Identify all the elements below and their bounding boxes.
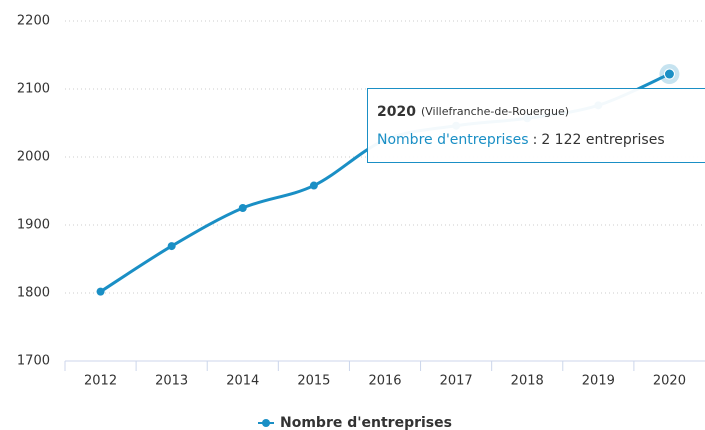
x-tick-label: 2019: [582, 374, 615, 389]
data-point: [167, 242, 176, 251]
y-tick-label: 1700: [17, 354, 50, 369]
tooltip-category: 2020: [377, 104, 416, 120]
x-tick-label: 2018: [511, 374, 544, 389]
y-tick-label: 1900: [17, 218, 50, 233]
y-tick-label: 2100: [17, 82, 50, 97]
legend-marker: [262, 419, 270, 427]
tooltip-value: 2 122 entreprises: [541, 132, 664, 148]
x-tick-label: 2012: [84, 374, 117, 389]
tooltip-body: Nombre d'entreprises:2 122 entreprises: [377, 132, 665, 148]
y-tick-label: 2200: [17, 14, 50, 29]
legend-label: Nombre d'entreprises: [280, 415, 452, 430]
y-tick-label: 2000: [17, 150, 50, 165]
x-tick-label: 2016: [368, 374, 401, 389]
x-tick-label: 2020: [653, 374, 686, 389]
x-tick-label: 2014: [226, 374, 259, 389]
tooltip-box: [367, 88, 705, 163]
tooltip-separator: :: [533, 132, 538, 148]
legend: Nombre d'entreprises: [258, 415, 452, 430]
tooltip-series: Nombre d'entreprises: [377, 132, 529, 148]
data-point: [238, 204, 247, 212]
x-tick-label: 2015: [297, 374, 330, 389]
tooltip: 2020 (Villefranche-de-Rouergue) Nombre d'e…: [367, 88, 705, 163]
data-point: [96, 287, 105, 296]
x-tick-label: 2013: [155, 374, 188, 389]
data-point: [663, 68, 675, 80]
y-tick-label: 1800: [17, 286, 50, 301]
data-point: [309, 181, 318, 190]
tooltip-header: 2020 (Villefranche-de-Rouergue): [377, 104, 569, 120]
tooltip-place: (Villefranche-de-Rouergue): [421, 105, 569, 118]
x-tick-label: 2017: [440, 374, 473, 389]
